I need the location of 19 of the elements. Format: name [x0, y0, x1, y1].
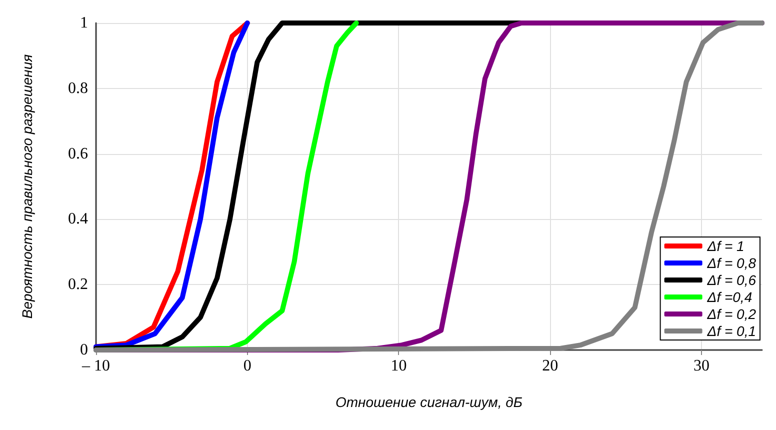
x-tick-label: 20: [542, 358, 558, 374]
y-tick-label: 0.8: [68, 80, 88, 97]
y-axis-title: Вероятность правильного разрешения: [19, 54, 35, 319]
y-tick-label: 0: [80, 342, 88, 358]
x-axis-title: Отношение сигнал-шум, дБ: [335, 394, 523, 410]
x-tick-label: 0: [243, 358, 252, 374]
x-tick-label: 30: [693, 358, 710, 374]
legend-label: Δf = 0,8: [706, 255, 756, 271]
legend-label: Δf = 0,6: [706, 272, 756, 288]
legend-label: Δf = 0,1: [706, 323, 756, 339]
x-tick-label: 10: [390, 358, 407, 374]
y-tick-label: 0.6: [68, 145, 88, 162]
legend-label: Δf = 1: [706, 238, 744, 254]
x-tick-label: – 10: [81, 358, 110, 374]
y-tick-label: 0.4: [68, 210, 88, 228]
legend-label: Δf = 0,2: [706, 306, 756, 322]
y-tick-label: 0.2: [68, 276, 88, 294]
y-tick-label: 1: [80, 14, 88, 32]
legend-label: Δf =0,4: [706, 289, 752, 305]
